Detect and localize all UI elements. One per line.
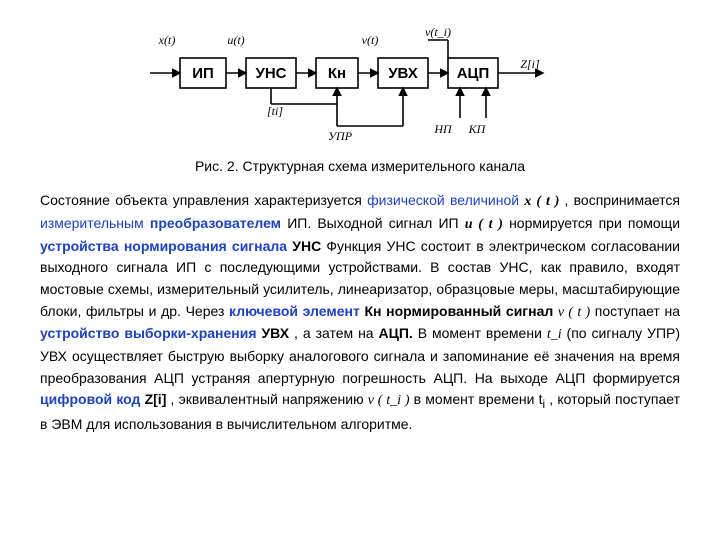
txt: ИП. Выходной сигнал ИП: [287, 215, 465, 231]
svg-text:УВХ: УВХ: [388, 65, 418, 82]
svg-text:ИП: ИП: [192, 65, 214, 82]
svg-text:Кн: Кн: [328, 65, 346, 82]
svg-text:v(t): v(t): [362, 33, 379, 47]
svg-text:Z[i]: Z[i]: [520, 57, 540, 71]
txt: поступает на: [595, 303, 680, 319]
b-uvh: УВХ: [261, 325, 289, 341]
b-zi: Z[i]: [145, 391, 171, 407]
var-v-t: v ( t ): [558, 305, 590, 320]
txt: Состояние объекта управления характеризу…: [40, 192, 367, 208]
hl-physical-quantity: физической величиной: [367, 192, 519, 208]
hl-key-element: ключевой элемент: [229, 303, 360, 319]
hl-meas-transducer-b: преобразователем: [150, 215, 281, 231]
txt: , воспринимается: [564, 192, 680, 208]
b-uns: УНС: [292, 238, 326, 254]
diagram-svg: ИП УНС Кн УВХ АЦП x(t) u(t) v(t) v(t_i) Z[i] [ti] У…: [100, 18, 620, 148]
svg-text:x(t): x(t): [158, 33, 176, 47]
var-ti: t_i: [547, 327, 562, 342]
txt: нормируется при помощи: [509, 215, 680, 231]
txt: , эквивалентный напряжению: [171, 391, 368, 407]
body-text: Состояние объекта управления характеризу…: [40, 190, 680, 436]
var-x-t: x ( t ): [524, 194, 564, 209]
svg-text:v(t_i): v(t_i): [425, 25, 451, 39]
hl-meas-transducer-a: измерительным: [40, 215, 150, 231]
txt: в момент времени t: [414, 391, 543, 407]
hl-normalizer: устройства нормирования сигнала: [40, 238, 287, 254]
figure-caption: Рис. 2. Структурная схема измерительного…: [40, 156, 680, 176]
b-kn: Кн нормированный сигнал: [364, 303, 557, 319]
svg-text:УПР: УПР: [328, 129, 353, 143]
block-diagram: ИП УНС Кн УВХ АЦП x(t) u(t) v(t) v(t_i) Z[i] [ti] У…: [40, 18, 680, 148]
svg-text:КП: КП: [468, 122, 487, 136]
hl-sample-hold: устройство выборки-хранения: [40, 325, 257, 341]
svg-text:u(t): u(t): [227, 33, 244, 47]
svg-text:УНС: УНС: [256, 65, 287, 82]
svg-text:НП: НП: [433, 122, 453, 136]
txt: В момент времени: [418, 325, 547, 341]
svg-text:АЦП: АЦП: [457, 65, 490, 82]
sub-i: i: [542, 398, 545, 411]
var-u-t: u ( t ): [465, 217, 503, 232]
var-v-ti: v ( t_i ): [368, 393, 410, 408]
txt: , а затем на: [294, 325, 378, 341]
hl-digital-code: цифровой код: [40, 391, 140, 407]
svg-text:[ti]: [ti]: [267, 104, 283, 118]
b-adc: АЦП.: [379, 325, 418, 341]
